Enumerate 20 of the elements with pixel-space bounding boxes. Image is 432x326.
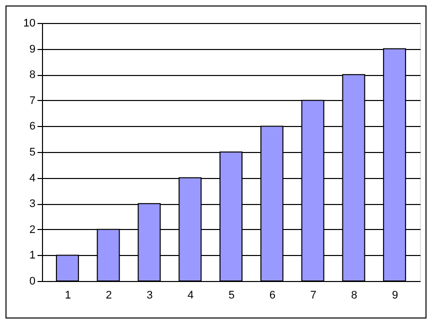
y-tick-label: 8 — [29, 69, 36, 82]
y-tick-label: 5 — [29, 146, 36, 158]
x-tick-label: 4 — [188, 290, 194, 302]
x-tick-label: 3 — [146, 290, 153, 302]
x-tick-label: 7 — [310, 290, 316, 302]
y-tick-label: 1 — [29, 250, 36, 262]
y-tick-label: 0 — [29, 276, 36, 288]
x-tick-label: 9 — [392, 290, 398, 302]
y-tick-label: 6 — [29, 120, 36, 133]
y-tick-label: 9 — [29, 43, 36, 56]
y-tick-label: 2 — [29, 224, 36, 236]
y-tick-label: 7 — [29, 94, 36, 107]
y-tick-label: 4 — [29, 172, 36, 184]
x-tick-label: 2 — [106, 290, 112, 302]
x-tick-label: 8 — [351, 290, 358, 302]
x-tick-label: 5 — [228, 290, 235, 302]
x-tick-label: 1 — [64, 290, 72, 302]
x-tick-label: 6 — [269, 290, 276, 302]
y-tick-label: 10 — [23, 18, 36, 30]
y-tick-label: 3 — [29, 198, 36, 210]
